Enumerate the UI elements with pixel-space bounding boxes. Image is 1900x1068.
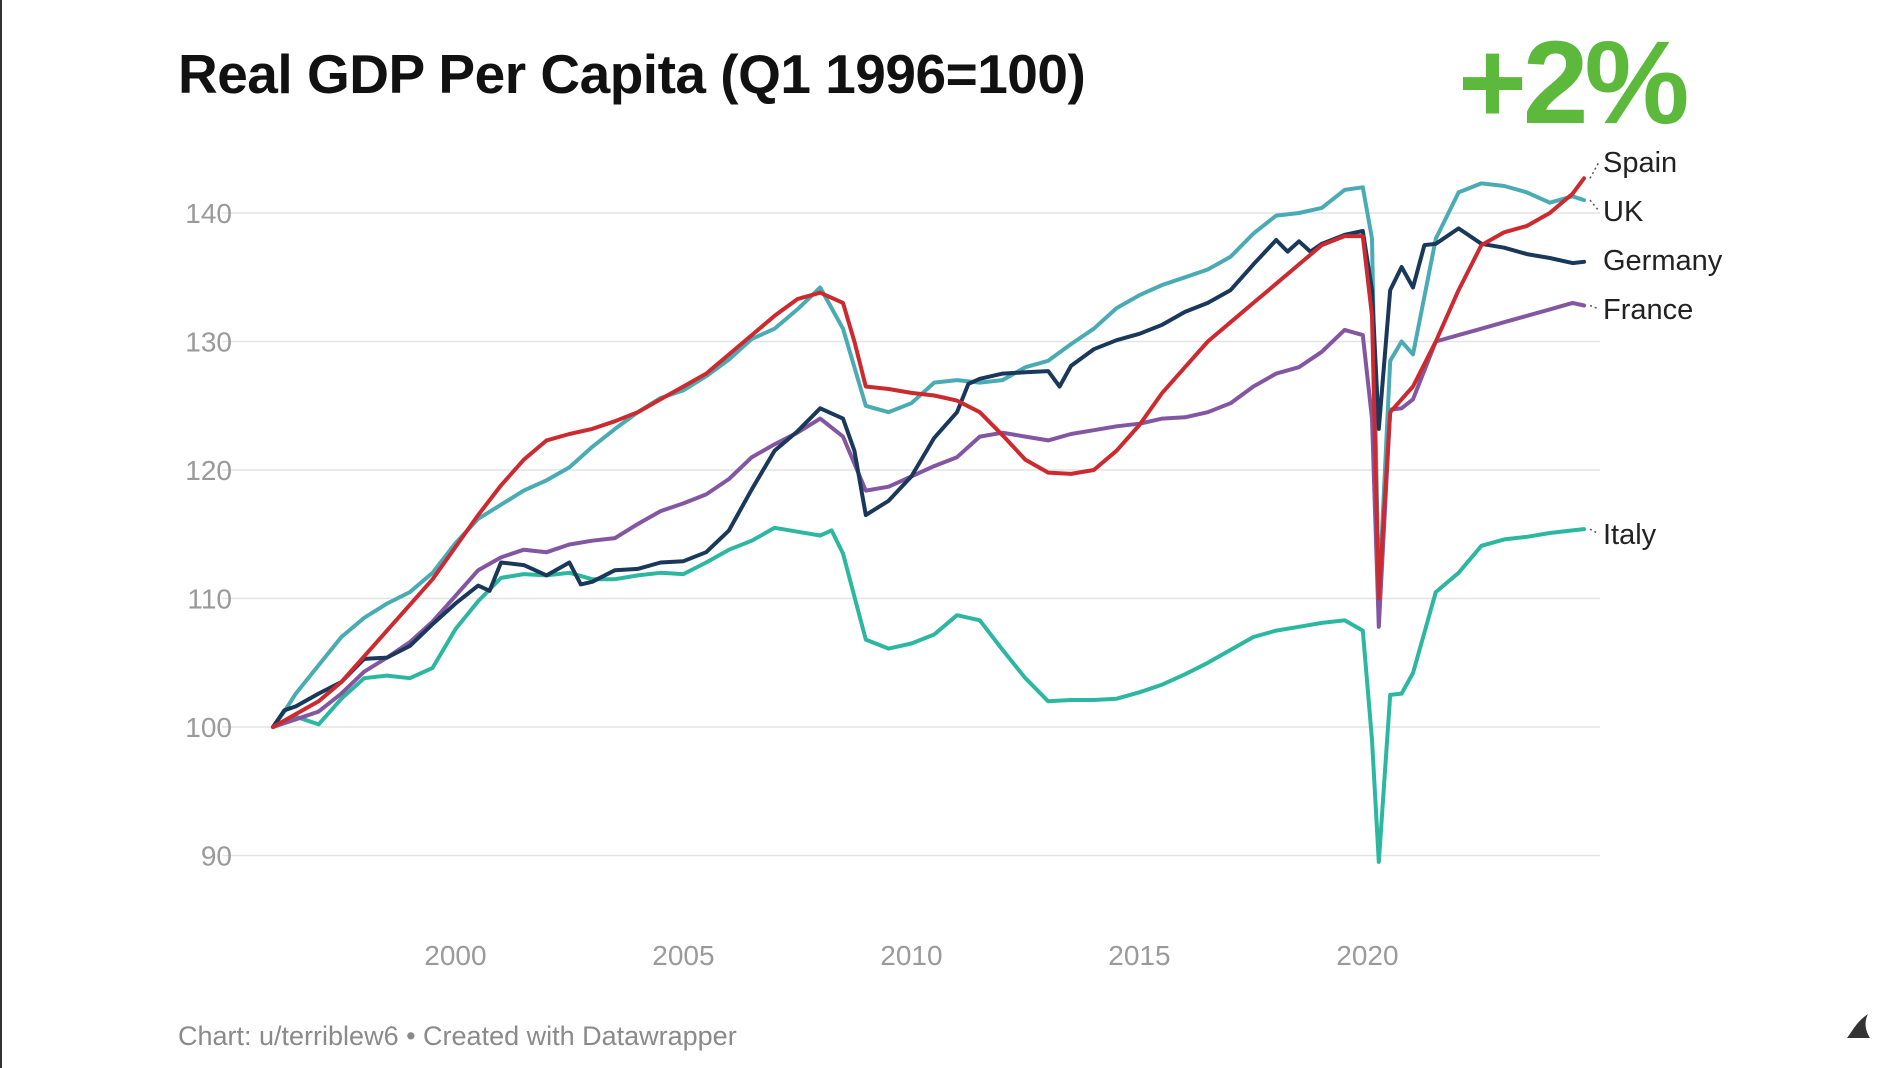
change-badge: +2% (1458, 17, 1689, 149)
series-label-france: France (1603, 294, 1693, 326)
series-label-uk: UK (1603, 196, 1644, 228)
y-tick-label: 90 (201, 841, 232, 872)
y-tick-label: 140 (185, 198, 232, 229)
chart-credit: Chart: u/terriblew6 • Created with Dataw… (178, 1021, 737, 1051)
x-tick-label: 2015 (1108, 940, 1170, 971)
chart-title: Real GDP Per Capita (Q1 1996=100) (178, 43, 1086, 105)
y-tick-label: 120 (185, 455, 232, 486)
series-label-germany: Germany (1603, 245, 1723, 277)
series-label-spain: Spain (1603, 147, 1677, 179)
y-axis: 140 130 120 110 100 90 (185, 198, 232, 872)
x-tick-label: 2020 (1336, 940, 1398, 971)
series-line-italy (271, 525, 1586, 864)
label-connector-uk (1589, 199, 1600, 212)
x-tick-label: 2000 (424, 940, 486, 971)
series-line-france (271, 300, 1586, 729)
series-lines (271, 176, 1586, 864)
x-axis: 2000 2005 2010 2015 2020 (424, 940, 1398, 971)
x-tick-label: 2010 (880, 940, 942, 971)
shark-fin-icon (1847, 1014, 1870, 1038)
y-tick-label: 130 (185, 327, 232, 358)
label-connector-france (1589, 304, 1600, 310)
series-labels: Spain UK Germany France Italy (1589, 147, 1723, 551)
window-edge (0, 0, 2, 1068)
grid-lines (222, 212, 1600, 857)
series-line-germany (271, 226, 1586, 729)
label-connector-spain (1589, 161, 1600, 179)
y-tick-label: 110 (187, 584, 232, 615)
y-tick-label: 100 (185, 712, 232, 743)
series-line-spain (271, 176, 1586, 729)
series-label-italy: Italy (1603, 519, 1657, 551)
label-connector-italy (1589, 528, 1600, 535)
x-tick-label: 2005 (652, 940, 714, 971)
